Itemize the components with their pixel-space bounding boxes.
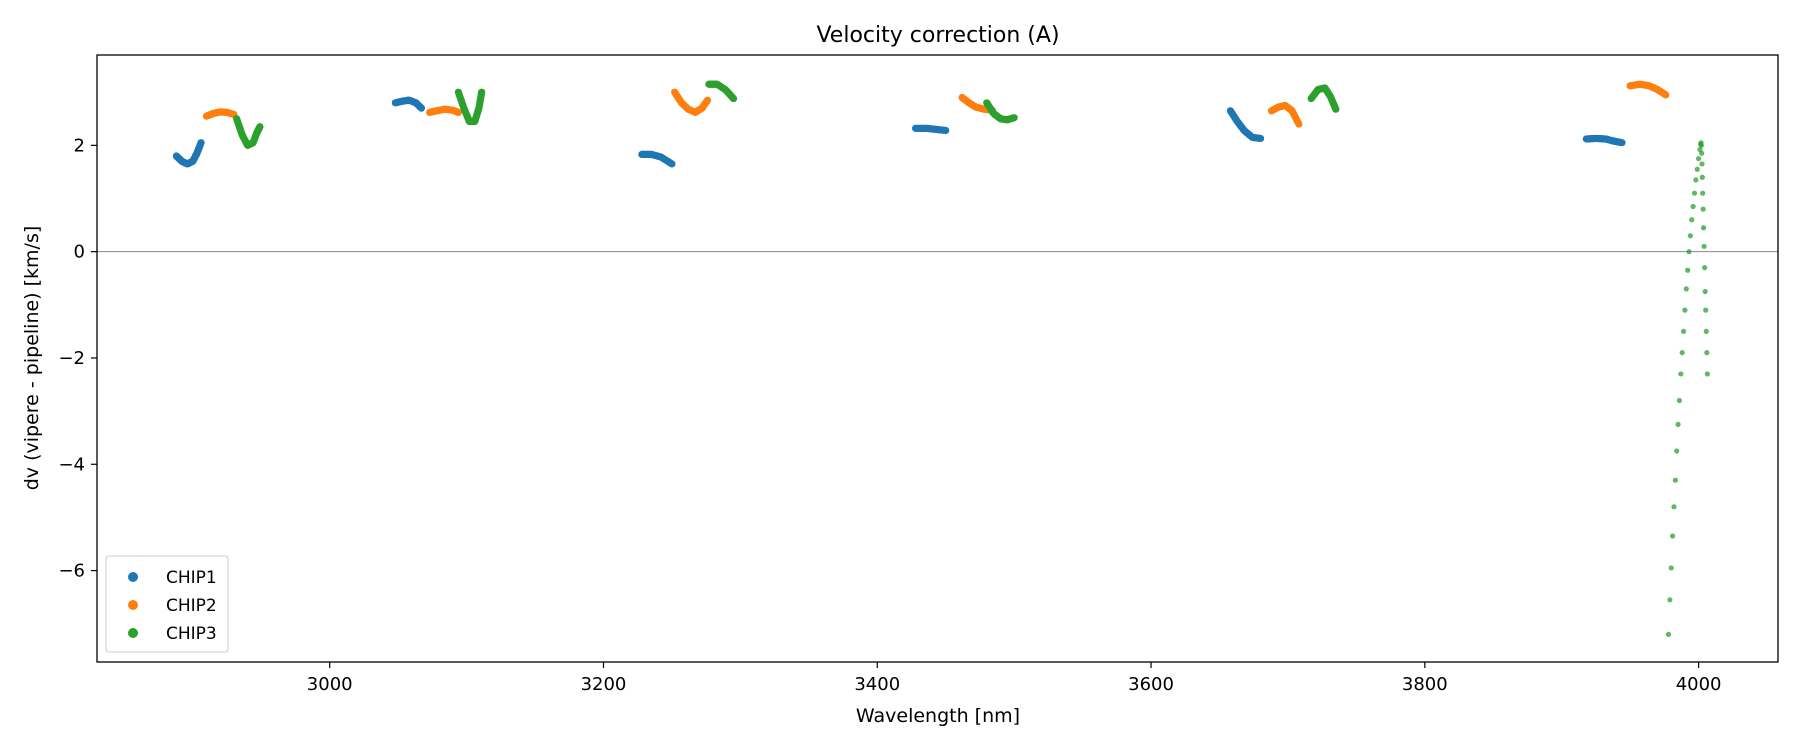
data-point-chip3 bbox=[1687, 233, 1693, 239]
data-point-chip3 bbox=[1676, 397, 1683, 404]
data-point-chip2 bbox=[454, 108, 462, 117]
legend-label-chip1: CHIP1 bbox=[166, 568, 217, 588]
data-point-chip3 bbox=[1686, 249, 1692, 255]
data-point-chip3 bbox=[1700, 206, 1706, 212]
data-point-chip1 bbox=[417, 104, 426, 112]
data-point-chip3 bbox=[1671, 504, 1677, 510]
data-point-chip3 bbox=[1691, 190, 1698, 196]
y-tick-label: 2 bbox=[74, 135, 85, 156]
data-point-chip3 bbox=[1700, 225, 1707, 231]
y-axis: −6 −4 −2 0 2 bbox=[58, 135, 97, 582]
data-point-chip3 bbox=[1693, 177, 1699, 183]
data-point-chip3 bbox=[1698, 142, 1704, 148]
y-tick-label: −4 bbox=[58, 454, 85, 475]
y-tick-label: 0 bbox=[74, 242, 85, 263]
data-point-chip2 bbox=[1295, 120, 1303, 128]
x-tick-label: 3600 bbox=[1128, 674, 1174, 695]
x-tick-label: 3400 bbox=[854, 674, 900, 695]
data-point-chip3 bbox=[1679, 350, 1685, 356]
data-point-chip3 bbox=[1682, 307, 1688, 313]
data-point-chip3 bbox=[1672, 477, 1678, 483]
data-point-chip3 bbox=[729, 94, 738, 103]
data-point-chip3 bbox=[1699, 150, 1705, 156]
data-point-chip3 bbox=[1704, 371, 1710, 377]
data-point-chip3 bbox=[1680, 328, 1687, 334]
data-point-chip3 bbox=[1332, 105, 1340, 113]
data-point-chip1 bbox=[942, 126, 950, 135]
chart-title: Velocity correction (A) bbox=[816, 23, 1059, 48]
data-point-chip3 bbox=[1010, 114, 1018, 122]
legend-marker-chip3 bbox=[128, 628, 138, 638]
y-axis-label: dv (vipere - pipeline) [km/s] bbox=[21, 226, 43, 491]
data-point-chip3 bbox=[1689, 217, 1695, 223]
data-point-chip3 bbox=[1694, 166, 1700, 172]
data-point-chip1 bbox=[1256, 134, 1265, 143]
data-point-chip3 bbox=[1696, 156, 1702, 162]
x-tick-label: 4000 bbox=[1676, 674, 1722, 695]
legend-label-chip3: CHIP3 bbox=[166, 624, 217, 644]
data-point-chip3 bbox=[1703, 328, 1709, 334]
data-point-chip3 bbox=[1669, 533, 1676, 539]
data-point-chip3 bbox=[1700, 190, 1706, 196]
y-tick-label: −2 bbox=[58, 348, 85, 369]
data-point-chip3 bbox=[1674, 448, 1680, 454]
x-tick-label: 3000 bbox=[307, 674, 353, 695]
data-point-chip2 bbox=[703, 96, 712, 104]
data-point-chip3 bbox=[1702, 265, 1708, 271]
data-point-chip1 bbox=[1618, 139, 1626, 147]
legend: CHIP1 CHIP2 CHIP3 bbox=[105, 555, 229, 653]
legend-marker-chip1 bbox=[128, 572, 138, 582]
data-point-chip3 bbox=[1690, 203, 1696, 210]
x-axis: 3000 3200 3400 3600 3800 4000 bbox=[307, 662, 1722, 695]
plot-points bbox=[172, 80, 1710, 637]
data-point-chip3 bbox=[1699, 174, 1705, 180]
data-point-chip3 bbox=[1685, 267, 1691, 273]
x-axis-label: Wavelength [nm] bbox=[856, 705, 1020, 727]
data-point-chip2 bbox=[1662, 91, 1670, 99]
data-point-chip3 bbox=[1703, 307, 1709, 313]
data-point-chip3 bbox=[1702, 288, 1708, 295]
data-point-chip3 bbox=[1683, 286, 1689, 292]
data-point-chip3 bbox=[1701, 243, 1707, 249]
data-point-chip3 bbox=[1699, 161, 1705, 167]
x-tick-label: 3200 bbox=[581, 674, 627, 695]
x-tick-label: 3800 bbox=[1402, 674, 1448, 695]
data-point-chip3 bbox=[1678, 371, 1684, 377]
data-point-chip3 bbox=[1667, 597, 1673, 603]
data-point-chip3 bbox=[478, 88, 486, 96]
y-tick-label: −6 bbox=[58, 561, 85, 582]
data-point-chip3 bbox=[1665, 631, 1672, 637]
data-point-chip3 bbox=[1704, 350, 1710, 356]
data-point-chip3 bbox=[1675, 421, 1681, 428]
data-point-chip3 bbox=[1668, 565, 1674, 571]
legend-marker-chip2 bbox=[128, 600, 138, 610]
legend-label-chip2: CHIP2 bbox=[166, 596, 217, 616]
data-point-chip1 bbox=[668, 160, 676, 168]
data-point-chip1 bbox=[197, 139, 205, 147]
data-point-chip3 bbox=[256, 123, 264, 131]
